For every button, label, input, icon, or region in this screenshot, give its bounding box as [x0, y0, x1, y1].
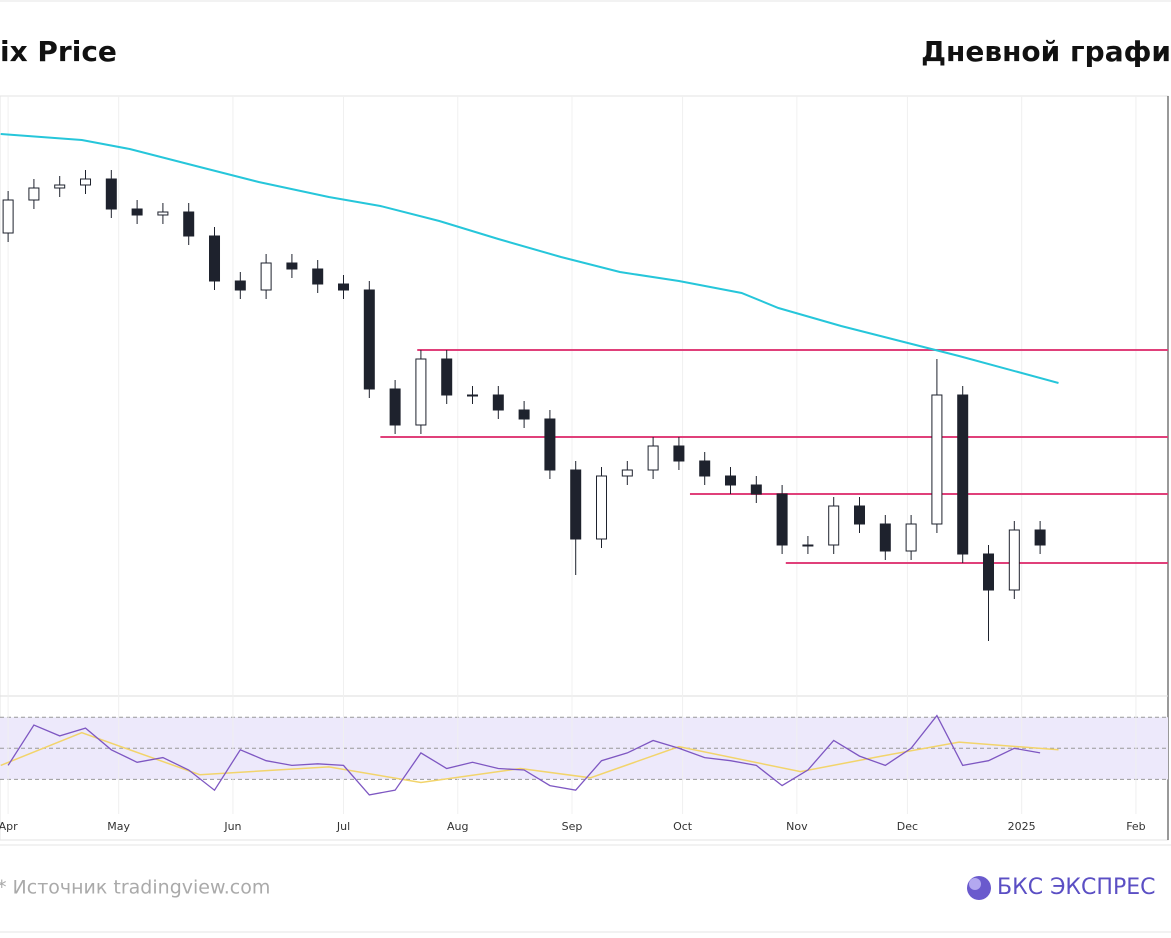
candle-body	[131, 208, 143, 216]
candle-body	[621, 469, 633, 477]
x-tick-label: Aug	[447, 820, 468, 833]
candle-body	[183, 211, 195, 237]
candle-body	[234, 280, 246, 291]
candle-body	[80, 178, 92, 186]
candle-body	[54, 184, 66, 189]
candle-body	[28, 187, 40, 201]
x-tick-label: May	[107, 820, 130, 833]
candle-body	[441, 358, 453, 396]
candle-body	[1034, 529, 1046, 546]
candle-body	[725, 475, 737, 486]
candle-body	[2, 199, 14, 234]
candle-body	[260, 262, 272, 291]
candle-body	[544, 418, 556, 471]
candle-body	[363, 289, 375, 390]
candle-body	[105, 178, 117, 210]
candle-body	[596, 475, 608, 540]
x-tick-label: Jul	[336, 820, 350, 833]
x-tick-label: Dec	[897, 820, 918, 833]
moving-average	[0, 133, 1059, 384]
x-tick-label: 2025	[1008, 820, 1036, 833]
x-tick-label: Feb	[1126, 820, 1145, 833]
candle-body	[209, 235, 221, 282]
candle-body	[879, 523, 891, 552]
candle-body	[570, 469, 582, 540]
logo-icon-highlight	[969, 878, 981, 890]
candle-body	[647, 445, 659, 471]
candle-body	[673, 445, 685, 462]
logo: БКС ЭКСПРЕС	[997, 875, 1155, 900]
x-tick-label: Apr	[0, 820, 18, 833]
candle-body	[905, 523, 917, 552]
source: * Источник tradingview.com	[0, 877, 270, 899]
x-tick-label: Oct	[673, 820, 693, 833]
candle-body	[1008, 529, 1020, 591]
candle-body	[931, 394, 943, 525]
candle-body	[802, 544, 814, 547]
candle-body	[750, 484, 762, 495]
candle-body	[776, 493, 788, 546]
candle-body	[828, 505, 840, 546]
plot-frame	[0, 95, 1169, 841]
chart-subtitle: Дневной графи	[921, 35, 1171, 68]
x-tick-label: Jun	[223, 820, 241, 833]
candle-body	[312, 268, 324, 285]
x-tick-label: Nov	[786, 820, 808, 833]
candle-body	[983, 553, 995, 591]
candle-body	[854, 505, 866, 525]
rsi-line	[7, 714, 1041, 796]
candle-body	[286, 262, 298, 270]
candle-body	[467, 394, 479, 397]
candle-body	[389, 388, 401, 426]
candle-body	[518, 409, 530, 420]
x-tick-label: Sep	[562, 820, 583, 833]
rsi-ma	[0, 731, 1059, 784]
candle-body	[492, 394, 504, 411]
candle-body	[338, 283, 350, 291]
candle-body	[415, 358, 427, 426]
candle-body	[157, 211, 169, 216]
chart-title: ix Price	[0, 35, 117, 68]
candle-body	[699, 460, 711, 477]
candle-body	[957, 394, 969, 555]
